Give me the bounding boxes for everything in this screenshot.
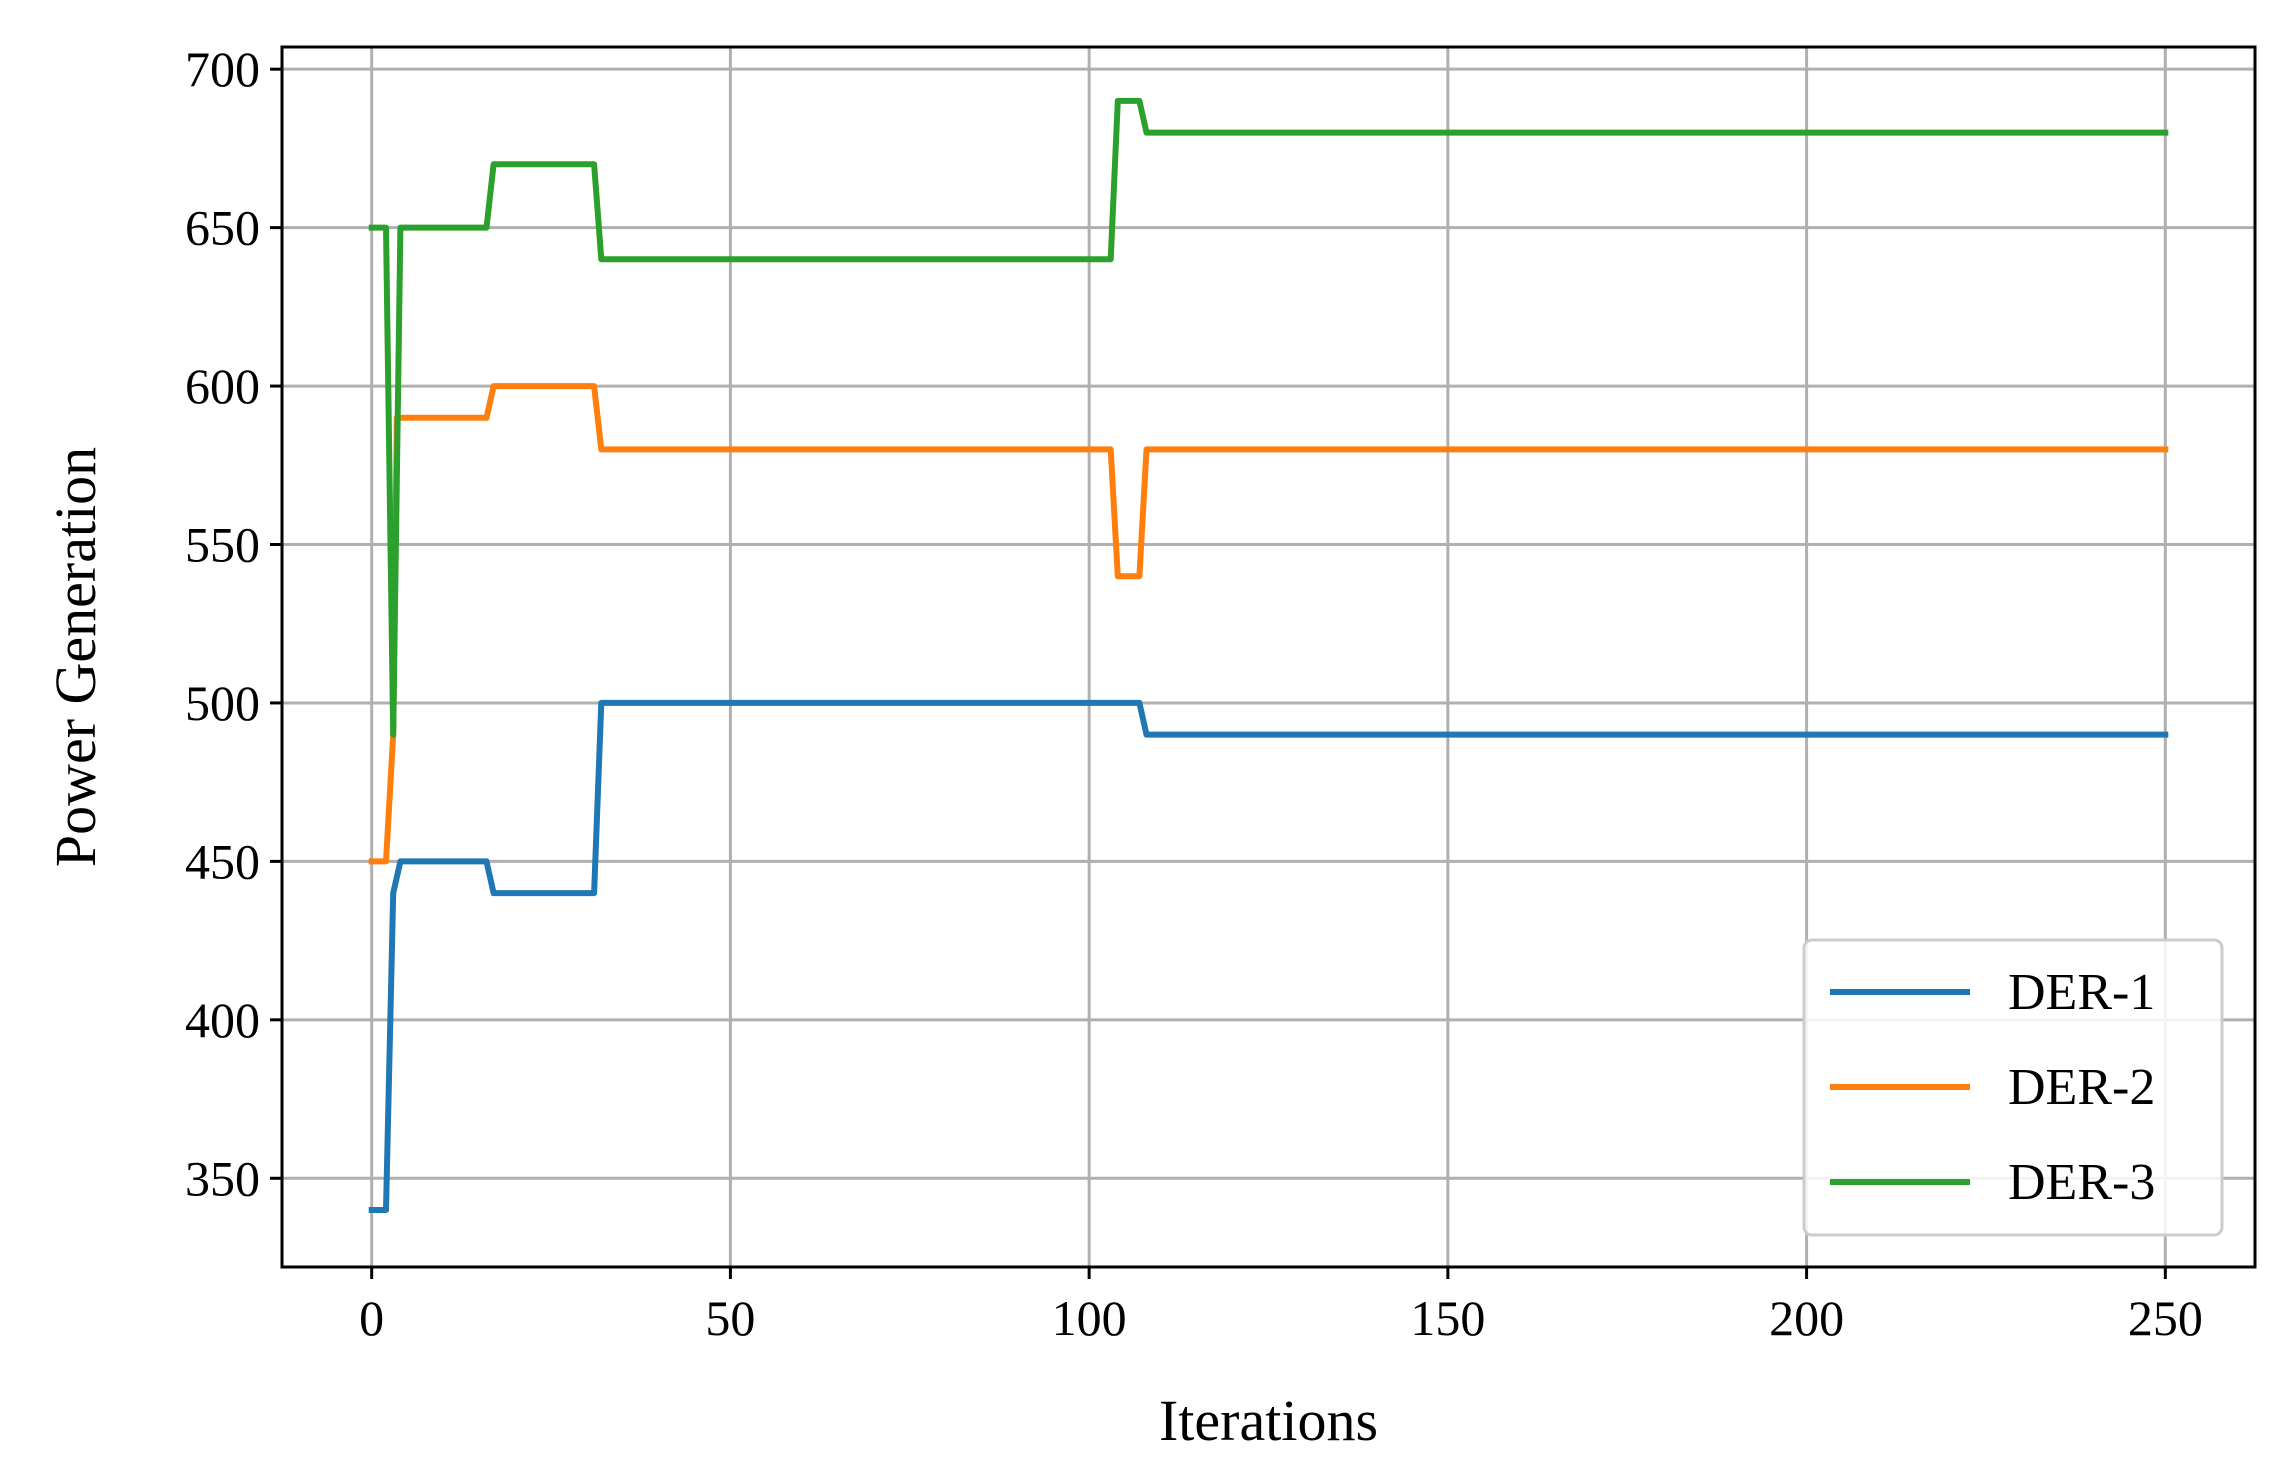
- series-lines: [368, 97, 2169, 1213]
- legend-items: DER-1 DER-2 DER-3: [1830, 964, 2155, 1211]
- legend-box: [1802, 938, 2224, 1237]
- y-tick-label: 450: [185, 833, 260, 889]
- y-tick-label: 600: [185, 358, 260, 414]
- legend-label-3: DER-3: [2008, 1154, 2155, 1211]
- y-axis-label: Power Generation: [43, 447, 108, 867]
- x-axis-label: Iterations: [1159, 1388, 1378, 1453]
- y-tick-label: 500: [185, 675, 260, 731]
- series-line-1: [368, 699, 2169, 1213]
- y-tick-label: 650: [185, 200, 260, 256]
- y-tick-label: 700: [185, 41, 260, 97]
- x-tick-label: 100: [1052, 1290, 1127, 1346]
- series-line-3: [368, 97, 2169, 738]
- series-line-2: [368, 383, 2169, 865]
- legend-label-1: DER-1: [2008, 964, 2155, 1021]
- grid-lines: [282, 47, 2255, 1267]
- x-tick-label: 150: [1410, 1290, 1485, 1346]
- x-tick-label: 200: [1769, 1290, 1844, 1346]
- y-tick-label: 550: [185, 517, 260, 573]
- legend-label-2: DER-2: [2008, 1059, 2155, 1116]
- x-tick-label: 250: [2128, 1290, 2203, 1346]
- x-tick-label: 0: [359, 1290, 384, 1346]
- legend: DER-1 DER-2 DER-3: [1802, 938, 2224, 1237]
- plot-frame: [280, 45, 2257, 1269]
- axis-ticks: 0 50 100 150 200 250 350 400 450 500 550 600 650 700: [185, 41, 2203, 1346]
- y-tick-label: 400: [185, 992, 260, 1048]
- x-tick-label: 50: [705, 1290, 755, 1346]
- y-tick-label: 350: [185, 1150, 260, 1206]
